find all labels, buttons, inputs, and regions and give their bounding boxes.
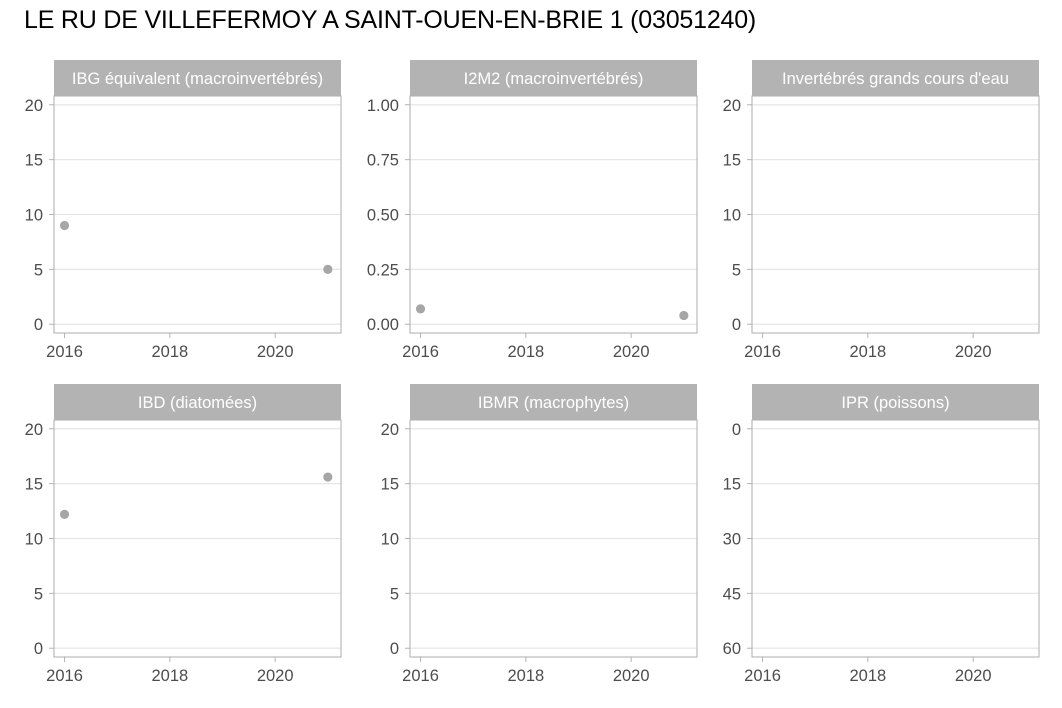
y-tick-label: 10 (723, 207, 741, 225)
facet-strip (752, 384, 1039, 420)
data-point (59, 220, 70, 231)
y-tick-label: 15 (25, 152, 43, 170)
y-tick-label: 10 (381, 531, 399, 549)
facet-title: IBG équivalent (macroinvertébrés) (72, 70, 323, 88)
facet-title: IBMR (macrophytes) (478, 394, 629, 412)
y-tick-label: 10 (25, 207, 43, 225)
y-tick-label: 15 (25, 476, 43, 494)
facet-title: I2M2 (macroinvertébrés) (464, 70, 644, 88)
y-tick-label: 0 (732, 316, 741, 334)
x-tick-label: 2018 (151, 667, 188, 685)
y-tick-label: 0.50 (367, 207, 399, 225)
x-tick-label: 2016 (402, 343, 439, 361)
data-point (679, 310, 689, 321)
x-tick-label: 2016 (46, 667, 83, 685)
y-tick-label: 30 (723, 531, 741, 549)
y-tick-label: 0 (34, 316, 43, 334)
y-tick-label: 0.00 (367, 316, 399, 334)
panel-border (409, 95, 698, 334)
facet-title: IPR (poissons) (841, 394, 949, 412)
y-tick-label: 5 (732, 261, 741, 279)
x-tick-label: 2018 (849, 667, 886, 685)
x-tick-label: 2016 (744, 343, 781, 361)
facet-strip (54, 384, 341, 420)
facet-panel: IBMR (macrophytes) 0 5 10 15 20 2016 2018 2020 (381, 384, 698, 685)
y-tick-label: 20 (723, 97, 741, 115)
y-tick-label: 20 (25, 421, 43, 439)
panel-border (751, 95, 1040, 334)
page-title: LE RU DE VILLEFERMOY A SAINT-OUEN-EN-BRI… (24, 6, 757, 34)
x-tick-label: 2018 (507, 343, 544, 361)
data-point (323, 472, 333, 482)
data-point (415, 304, 426, 314)
y-tick-label: 15 (723, 476, 741, 494)
x-tick-label: 2020 (613, 343, 650, 361)
x-tick-label: 2020 (955, 667, 992, 685)
y-tick-label: 5 (34, 261, 43, 279)
facet-title: IBD (diatomées) (138, 394, 257, 412)
facet-strip (752, 60, 1039, 96)
panel-border (409, 419, 698, 658)
x-tick-label: 2020 (955, 343, 992, 361)
panel-border (53, 419, 342, 658)
facet-panel: I2M2 (macroinvertébrés) 0.00 0.25 0.50 0.75 1… (367, 60, 698, 361)
y-tick-label: 45 (723, 585, 741, 603)
x-tick-label: 2020 (257, 667, 294, 685)
facet-panel: Invertébrés grands cours d'eau0510152020… (723, 60, 1040, 361)
data-point (59, 509, 70, 519)
x-tick-label: 2016 (46, 343, 83, 361)
x-tick-label: 2018 (151, 343, 188, 361)
data-point (323, 264, 333, 274)
y-tick-label: 5 (34, 585, 43, 603)
y-tick-label: 15 (381, 476, 399, 494)
y-tick-label: 0 (390, 640, 399, 658)
y-tick-label: 0 (34, 640, 43, 658)
facet-strip (410, 384, 697, 420)
y-tick-label: 0.75 (367, 152, 399, 170)
x-tick-label: 2016 (402, 667, 439, 685)
panel-border (53, 95, 342, 334)
x-tick-label: 2016 (744, 667, 781, 685)
y-tick-label: 20 (25, 97, 43, 115)
y-tick-label: 15 (723, 152, 741, 170)
facet-title: Invertébrés grands cours d'eau (782, 70, 1009, 88)
y-tick-label: 10 (25, 531, 43, 549)
y-tick-label: 5 (390, 585, 399, 603)
facet-strip (410, 60, 697, 96)
panel-border (751, 419, 1040, 658)
facet-strip (54, 60, 341, 96)
facet-panel: IBG équivalent (macroinvertébrés) 0 5 10 15 2… (25, 60, 342, 361)
y-tick-label: 0 (732, 421, 741, 439)
x-tick-label: 2020 (613, 667, 650, 685)
y-tick-label: 60 (723, 640, 741, 658)
y-tick-label: 0.25 (367, 261, 399, 279)
y-tick-label: 1.00 (367, 97, 399, 115)
facet-panel: IBD (diatomées) 0 5 10 15 20 2016 2018 2020 (25, 384, 342, 685)
x-tick-label: 2018 (507, 667, 544, 685)
x-tick-label: 2020 (257, 343, 294, 361)
y-tick-label: 20 (381, 421, 399, 439)
x-tick-label: 2018 (849, 343, 886, 361)
